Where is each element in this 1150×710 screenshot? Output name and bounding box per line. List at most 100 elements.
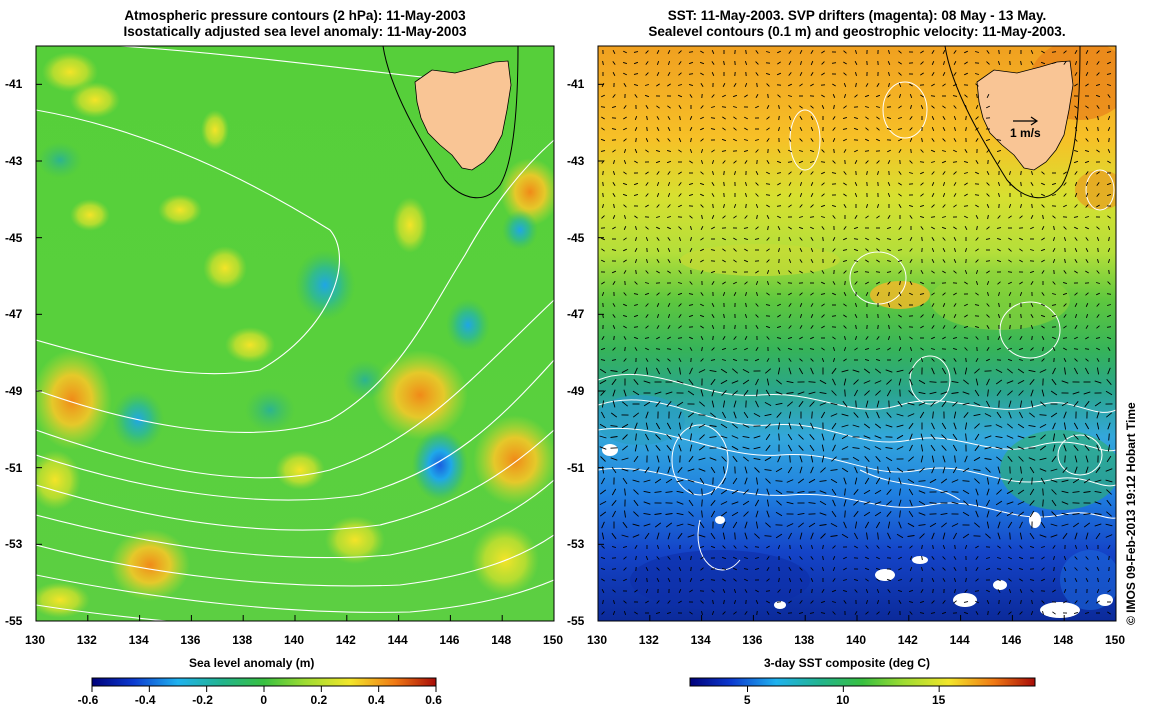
sst-land xyxy=(944,46,1081,199)
velocity-arrow xyxy=(886,116,892,120)
velocity-arrow xyxy=(1085,567,1089,571)
velocity-arrow xyxy=(733,567,737,571)
velocity-arrow xyxy=(1006,489,1014,495)
velocity-arrow xyxy=(822,236,824,242)
velocity-arrow xyxy=(919,215,925,219)
velocity-arrow xyxy=(1074,49,1078,55)
right-lon-tick-label: 136 xyxy=(742,633,763,647)
velocity-arrow xyxy=(743,489,749,495)
velocity-arrow xyxy=(887,314,891,318)
velocity-arrow xyxy=(1106,511,1112,517)
velocity-arrow xyxy=(842,589,848,593)
velocity-arrow xyxy=(854,389,858,397)
velocity-arrow xyxy=(698,424,706,428)
velocity-arrow xyxy=(854,477,858,485)
velocity-arrow xyxy=(711,50,715,54)
velocity-arrow xyxy=(756,82,758,88)
velocity-arrow xyxy=(623,248,627,252)
velocity-arrow xyxy=(721,94,727,98)
velocity-arrow xyxy=(744,335,748,341)
velocity-arrow xyxy=(1008,248,1012,252)
velocity-arrow xyxy=(1029,359,1035,361)
velocity-arrow xyxy=(755,182,759,186)
velocity-arrow xyxy=(743,456,749,462)
velocity-arrow xyxy=(744,127,748,131)
velocity-arrow xyxy=(744,477,748,485)
velocity-arrow xyxy=(986,488,990,496)
velocity-arrow xyxy=(953,193,957,197)
velocity-arrow xyxy=(722,215,726,219)
velocity-arrow xyxy=(1085,600,1089,604)
vector-legend-label: 1 m/s xyxy=(1010,126,1041,140)
velocity-arrow xyxy=(865,611,869,615)
velocity-arrow xyxy=(975,171,979,175)
velocity-arrow xyxy=(666,160,672,164)
velocity-arrow xyxy=(864,347,870,351)
velocity-arrow xyxy=(765,72,771,76)
velocity-arrow xyxy=(743,139,749,141)
velocity-arrow xyxy=(1006,445,1014,451)
velocity-arrow xyxy=(633,304,639,306)
velocity-arrow xyxy=(842,400,848,408)
velocity-arrow xyxy=(920,182,924,186)
velocity-arrow xyxy=(1083,513,1091,515)
velocity-arrow xyxy=(1096,182,1100,186)
velocity-arrow xyxy=(909,127,913,131)
velocity-arrow xyxy=(963,160,969,164)
velocity-arrow xyxy=(919,204,925,208)
velocity-arrow xyxy=(666,445,672,451)
velocity-arrow xyxy=(722,578,726,582)
velocity-arrow xyxy=(1097,577,1099,583)
velocity-arrow xyxy=(1007,271,1013,273)
velocity-arrow xyxy=(953,226,957,230)
velocity-arrow xyxy=(799,600,803,604)
velocity-arrow xyxy=(919,533,925,539)
velocity-arrow xyxy=(623,303,627,307)
velocity-arrow xyxy=(930,95,936,97)
velocity-arrow xyxy=(898,347,902,351)
velocity-arrow xyxy=(611,128,617,130)
velocity-arrow xyxy=(613,599,615,605)
velocity-arrow xyxy=(885,369,893,373)
velocity-arrow xyxy=(854,335,858,341)
left-lat-tick-label: -45 xyxy=(5,230,23,245)
velocity-arrow xyxy=(1107,589,1111,593)
velocity-arrow xyxy=(798,400,804,408)
velocity-arrow xyxy=(932,545,934,549)
velocity-arrow xyxy=(656,171,660,175)
velocity-arrow xyxy=(666,422,672,430)
velocity-arrow xyxy=(799,204,803,208)
velocity-arrow xyxy=(744,248,748,252)
velocity-arrow xyxy=(612,226,616,230)
velocity-arrow xyxy=(975,248,979,252)
velocity-arrow xyxy=(942,544,946,550)
velocity-arrow xyxy=(808,478,816,484)
velocity-arrow xyxy=(611,378,617,386)
velocity-arrow xyxy=(690,137,692,143)
velocity-arrow xyxy=(876,411,880,419)
velocity-arrow xyxy=(656,544,660,550)
velocity-arrow xyxy=(600,456,606,462)
velocity-arrow xyxy=(766,138,770,142)
velocity-arrow xyxy=(788,60,792,66)
velocity-arrow xyxy=(865,138,869,142)
velocity-arrow xyxy=(678,226,682,230)
velocity-arrow xyxy=(864,477,870,485)
velocity-arrow xyxy=(1039,445,1047,451)
velocity-arrow xyxy=(997,248,1001,252)
velocity-arrow xyxy=(721,347,727,351)
velocity-arrow xyxy=(678,50,682,54)
velocity-arrow xyxy=(1053,555,1055,561)
velocity-arrow xyxy=(975,292,979,296)
velocity-arrow xyxy=(622,61,628,65)
velocity-arrow xyxy=(645,193,649,197)
velocity-arrow xyxy=(997,215,1001,219)
velocity-arrow xyxy=(765,304,771,306)
velocity-arrow xyxy=(632,468,640,472)
velocity-arrow xyxy=(733,83,737,87)
velocity-arrow xyxy=(819,500,827,506)
velocity-arrow xyxy=(731,435,739,439)
velocity-arrow xyxy=(667,544,671,550)
velocity-arrow xyxy=(986,204,990,208)
velocity-arrow xyxy=(788,577,792,583)
